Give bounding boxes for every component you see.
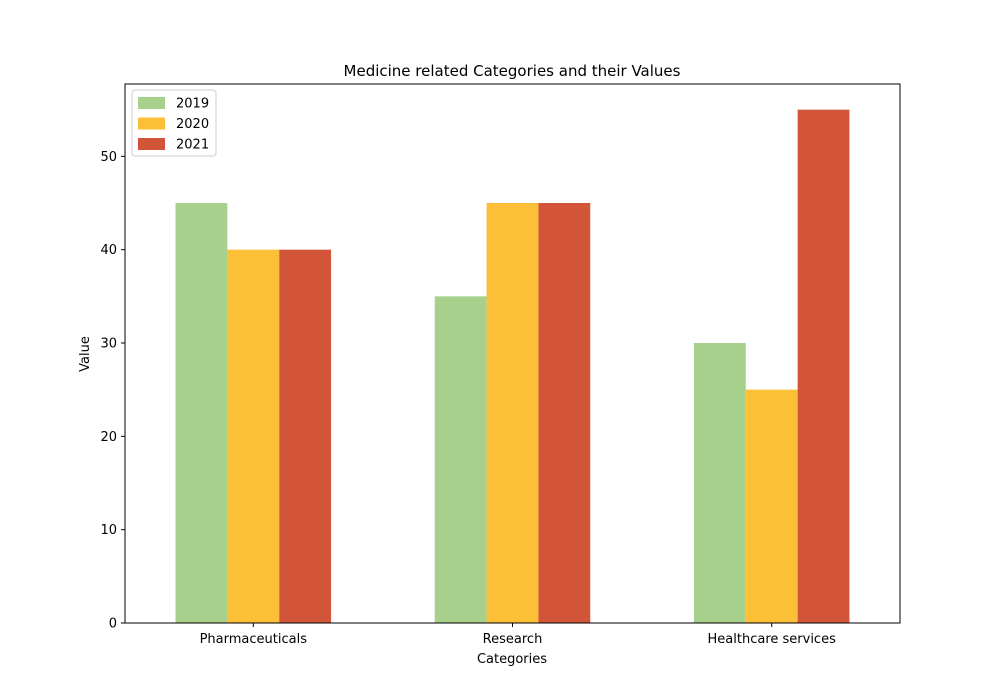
plot-frame: [124, 83, 901, 624]
y-tick-label: 10: [100, 523, 117, 538]
x-tick-label: Healthcare services: [708, 632, 837, 647]
bar-2019-0: [175, 203, 228, 623]
bar-2021-2: [797, 109, 850, 623]
y-tick-label: 40: [100, 243, 117, 258]
legend-label-2019: 2019: [176, 97, 209, 112]
bar-2019-2: [693, 343, 746, 623]
y-tick-label: 0: [109, 617, 117, 632]
y-tick-label: 20: [100, 430, 117, 445]
legend-swatch-2020: [138, 117, 165, 130]
bar-2021-0: [279, 249, 332, 623]
legend-label-2020: 2020: [176, 117, 209, 132]
bar-2021-1: [538, 203, 591, 623]
legend-label-2021: 2021: [176, 138, 209, 153]
chart-title: Medicine related Categories and their Va…: [344, 62, 681, 80]
x-tick-label: Research: [483, 632, 543, 647]
legend-swatch-2019: [138, 97, 165, 109]
plot-area: 0 10 20 30 40 50 Pharmaceuticals Research Health…: [100, 109, 850, 647]
x-axis-label: Categories: [477, 652, 547, 667]
bar-2019-1: [434, 296, 487, 623]
y-tick-label: 30: [100, 337, 117, 352]
legend-swatch-2021: [138, 138, 165, 150]
y-axis-label: Value: [78, 336, 93, 372]
bar-2020-2: [745, 389, 798, 623]
x-tick-label: Pharmaceuticals: [200, 632, 308, 647]
bar-2020-0: [227, 249, 280, 623]
bar-2020-1: [486, 203, 539, 623]
legend: 2019 2020 2021: [131, 89, 217, 157]
y-tick-label: 50: [100, 150, 117, 165]
